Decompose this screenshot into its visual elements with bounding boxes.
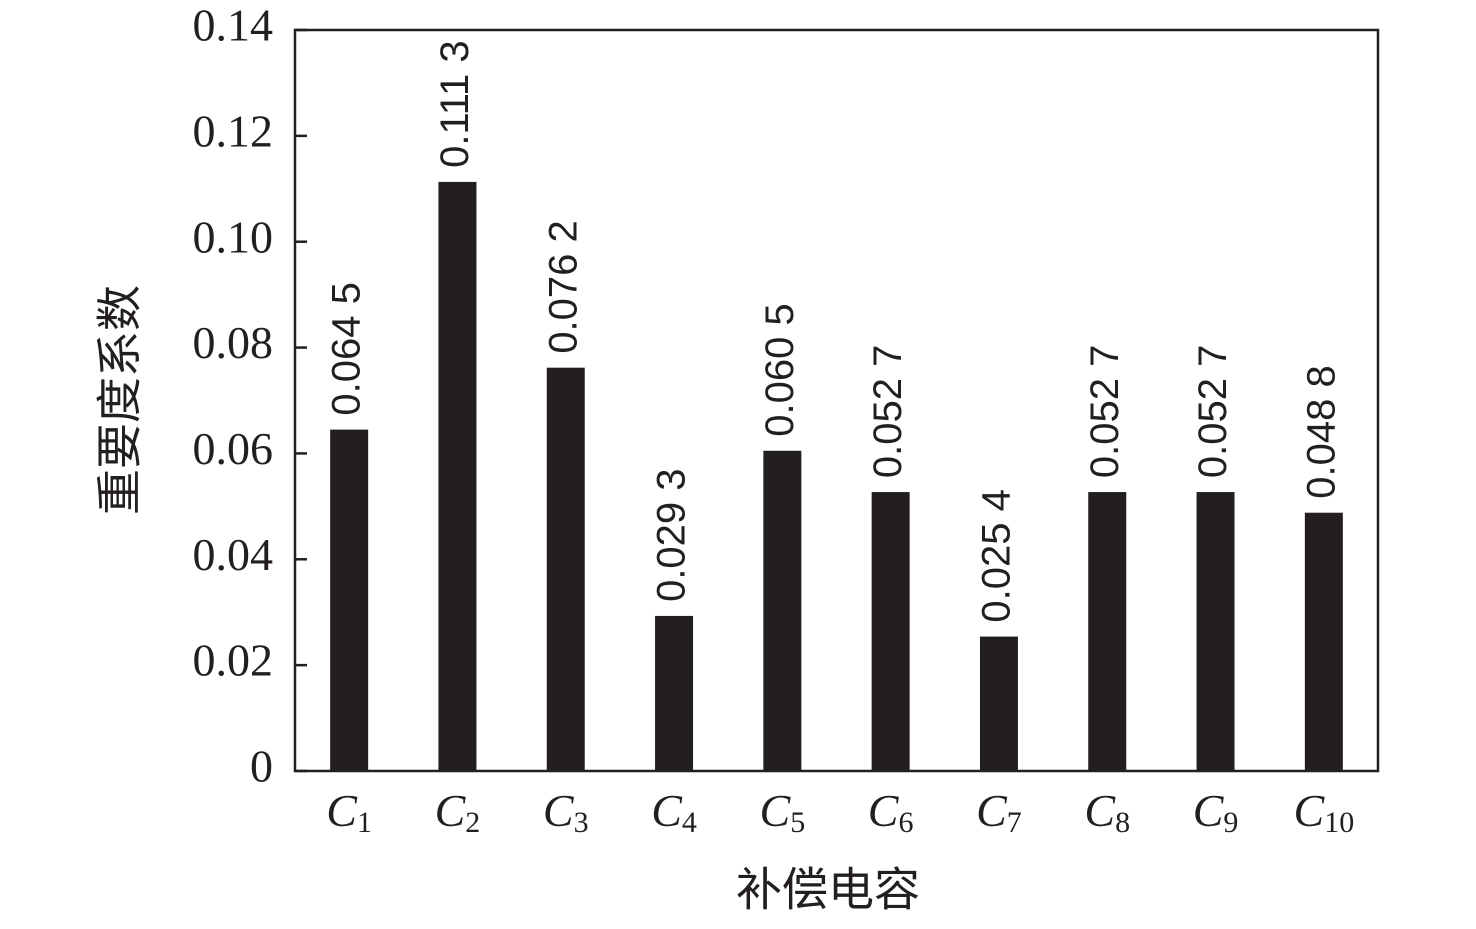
y-axis-title: 重要度系数: [95, 285, 146, 515]
y-tick-label: 0.06: [193, 423, 274, 474]
y-tick-label: 0.14: [193, 0, 274, 51]
category-letter: C: [868, 785, 900, 836]
value-label: 0.025 4: [975, 489, 1019, 622]
x-tick-label: C5: [760, 785, 806, 839]
y-tick-label: 0.08: [193, 317, 274, 368]
value-label: 0.048 8: [1299, 365, 1343, 498]
y-tick-label: 0.10: [193, 211, 274, 262]
category-subscript: 1: [357, 806, 372, 839]
category-subscript: 7: [1007, 806, 1022, 839]
category-letter: C: [976, 785, 1008, 836]
category-subscript: 6: [898, 806, 913, 839]
category-subscript: 3: [574, 806, 589, 839]
y-tick-label: 0.12: [193, 105, 274, 156]
x-tick-label: C7: [976, 785, 1022, 839]
category-letter: C: [1084, 785, 1116, 836]
bar: [330, 429, 369, 771]
value-label: 0.052 7: [866, 345, 910, 478]
category-letter: C: [435, 785, 467, 836]
x-tick-label: C1: [326, 785, 372, 839]
y-tick-label: 0.02: [193, 635, 274, 686]
category-letter: C: [326, 785, 358, 836]
category-letter: C: [1294, 785, 1326, 836]
x-tick-label: C8: [1084, 785, 1130, 839]
x-axis-title: 补偿电容: [736, 865, 920, 916]
x-tick-label: C9: [1193, 785, 1239, 839]
category-subscript: 10: [1324, 806, 1354, 839]
bar: [979, 636, 1018, 771]
category-subscript: 5: [790, 806, 805, 839]
category-letter: C: [760, 785, 792, 836]
x-tick-label: C3: [543, 785, 589, 839]
x-tick-label: C2: [435, 785, 481, 839]
value-label: 0.052 7: [1083, 345, 1127, 478]
value-label: 0.111 3: [433, 40, 477, 168]
x-tick-label: C6: [868, 785, 914, 839]
bar: [871, 492, 910, 771]
bar: [763, 450, 802, 771]
x-tick-label: C4: [651, 785, 697, 839]
category-subscript: 4: [682, 806, 697, 839]
value-label: 0.076 2: [541, 220, 585, 353]
bar: [438, 181, 477, 771]
category-subscript: 9: [1223, 806, 1238, 839]
value-label: 0.052 7: [1191, 345, 1235, 478]
bar: [1196, 492, 1235, 771]
bar: [1088, 492, 1127, 771]
x-tick-label: C10: [1294, 785, 1355, 839]
category-letter: C: [1193, 785, 1225, 836]
y-tick-label: 0.04: [193, 529, 274, 580]
value-label: 0.064 5: [325, 282, 369, 415]
category-letter: C: [651, 785, 683, 836]
bar: [1304, 512, 1343, 771]
plot-frame: [293, 28, 1380, 773]
value-label: 0.060 5: [758, 303, 802, 436]
bar: [546, 367, 585, 771]
value-label: 0.029 3: [650, 468, 694, 601]
category-subscript: 8: [1115, 806, 1130, 839]
category-letter: C: [543, 785, 575, 836]
y-tick-label: 0: [250, 741, 273, 792]
bar: [655, 615, 694, 771]
category-subscript: 2: [465, 806, 480, 839]
